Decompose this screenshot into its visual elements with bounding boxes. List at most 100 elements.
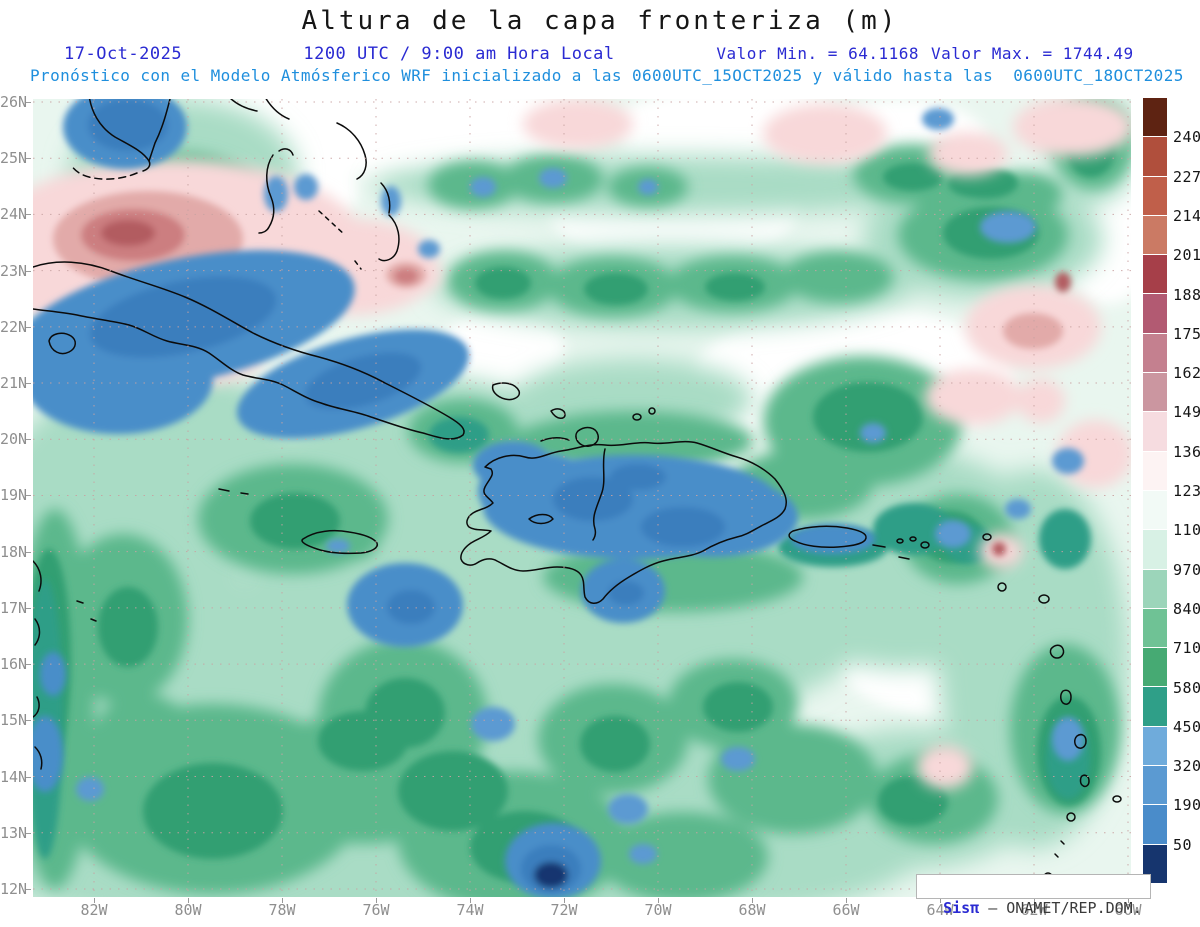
colorbar-segment [1143, 137, 1167, 177]
cuba-coast [33, 261, 465, 440]
colorbar-tick-label: 1490 [1173, 403, 1200, 422]
lat-axis-label: 25N [0, 149, 28, 168]
colorbar-segment [1143, 569, 1167, 609]
mayaguana [550, 408, 566, 419]
vieques [872, 544, 886, 548]
lat-axis-label: 16N [0, 655, 28, 674]
colorbar-tick-label: 2400 [1173, 128, 1200, 147]
lat-axis-label: 26N [0, 93, 28, 111]
colorbar-segment [1143, 608, 1167, 649]
lon-axis-label: 82W [80, 901, 108, 919]
coastlines [33, 99, 1122, 882]
bahamas-long [378, 214, 400, 262]
colorbar-tick-label: 1360 [1173, 442, 1200, 461]
value-min: Valor Min. = 64.1168 [716, 44, 919, 63]
lon-axis-tick [188, 898, 189, 903]
tortue-island [540, 437, 570, 442]
colorbar-tick-label: 1750 [1173, 324, 1200, 343]
lat-axis-tick [26, 495, 31, 497]
colorbar-tick-label: 1880 [1173, 285, 1200, 304]
central-america-coast [33, 560, 97, 770]
colorbar-tick-label: 580 [1173, 678, 1200, 697]
lon-axis-tick [564, 898, 565, 903]
lon-axis-tick [846, 898, 847, 903]
bahamas-exuma [318, 210, 362, 270]
lat-axis-label: 22N [0, 317, 28, 336]
colorbar-tick-label: 50 [1173, 835, 1193, 854]
lat-axis-tick [26, 607, 31, 609]
colorbar-tick-label: 970 [1173, 560, 1200, 579]
colorbar-tick-label: 840 [1173, 599, 1200, 618]
bahamas-eleuthera [336, 122, 367, 180]
haiti-dr-border [592, 448, 606, 541]
lon-axis-tick [752, 898, 753, 903]
lon-axis-label: 66W [832, 901, 860, 919]
value-max: Valor Max. = 1744.49 [931, 44, 1134, 63]
crooked-acklins [491, 382, 521, 401]
colorbar [1143, 98, 1167, 884]
lat-axis-tick [26, 326, 31, 328]
contour-field [33, 99, 1131, 897]
lat-axis-tick [26, 158, 31, 160]
colorbar-segment [1143, 294, 1167, 334]
puerto-rico-coast [788, 525, 867, 548]
lat-axis-label: 23N [0, 261, 28, 280]
florida-coast [88, 99, 151, 172]
dominica [1060, 689, 1072, 705]
bahamas-grand [230, 99, 290, 120]
lon-axis-label: 70W [644, 901, 672, 919]
forecast-date: 17-Oct-2025 [64, 44, 183, 64]
colorbar-segment [1143, 215, 1167, 256]
florida-keys [70, 164, 138, 180]
colorbar-tick-label: 190 [1173, 796, 1200, 815]
st-lucia [1079, 774, 1090, 788]
lat-axis-tick [26, 214, 31, 216]
colorbar-segment [1143, 766, 1167, 806]
isla-juventud [48, 332, 76, 355]
gonave-island [528, 513, 554, 525]
turks-caicos [632, 407, 656, 421]
leeward-islands [982, 533, 1050, 604]
lon-axis-tick [658, 898, 659, 903]
lon-axis-label: 80W [174, 901, 202, 919]
cayman-islands [218, 488, 249, 495]
bahamas-cat [380, 182, 391, 214]
colorbar-segment [1143, 805, 1167, 845]
colorbar-tick-label: 320 [1173, 757, 1200, 776]
watermark-org: – ONAMET/REP.DOM. [979, 899, 1142, 917]
lat-axis-tick [26, 776, 31, 778]
colorbar-segment [1143, 176, 1167, 216]
lat-axis-label: 21N [0, 374, 28, 393]
model-init-line: Pronóstico con el Modelo Atmósferico WRF… [30, 66, 1184, 85]
lat-axis-label: 17N [0, 598, 28, 617]
hispaniola-coast [460, 440, 787, 604]
forecast-map [33, 99, 1131, 897]
lat-axis-tick [26, 383, 31, 385]
lat-axis-label: 18N [0, 542, 28, 561]
lat-axis-tick [26, 270, 31, 272]
colorbar-segment [1143, 98, 1167, 138]
bahamas-andros [258, 148, 294, 234]
lat-axis-label: 19N [0, 486, 28, 505]
lon-axis-label: 76W [362, 901, 390, 919]
barbados [1112, 795, 1122, 803]
lat-axis-tick [26, 664, 31, 666]
colorbar-tick-label: 1100 [1173, 521, 1200, 540]
colorbar-tick-label: 2270 [1173, 167, 1200, 186]
lon-axis-label: 68W [738, 901, 766, 919]
colorbar-segment [1143, 412, 1167, 452]
lat-axis-tick [26, 720, 31, 722]
lat-axis-label: 15N [0, 711, 28, 730]
lat-axis-label: 13N [0, 823, 28, 842]
lon-axis-tick [470, 898, 471, 903]
value-extremes: Valor Min. = 64.1168 Valor Max. = 1744.49 [700, 44, 1150, 63]
colorbar-segment [1143, 373, 1167, 413]
guadeloupe [1049, 644, 1065, 659]
lat-axis-label: 24N [0, 205, 28, 224]
lat-axis-label: 14N [0, 767, 28, 786]
lon-axis-tick [282, 898, 283, 903]
colorbar-segment [1143, 648, 1167, 688]
lat-axis-tick [26, 439, 31, 441]
colorbar-tick-label: 1230 [1173, 482, 1200, 500]
page-title: Altura de la capa fronteriza (m) [301, 6, 899, 36]
